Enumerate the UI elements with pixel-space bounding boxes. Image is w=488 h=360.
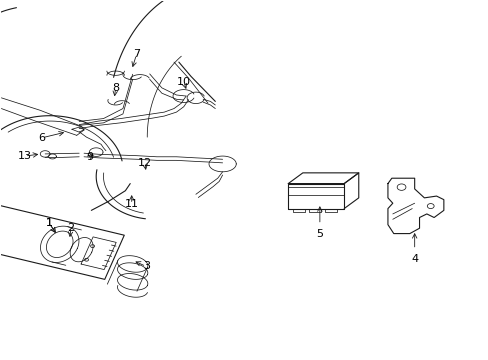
Text: 4: 4 <box>410 254 417 264</box>
Text: 6: 6 <box>38 133 45 143</box>
Text: 12: 12 <box>138 158 152 168</box>
Text: 9: 9 <box>86 152 93 162</box>
Text: 8: 8 <box>112 83 119 93</box>
Text: 7: 7 <box>133 49 140 59</box>
Text: 11: 11 <box>124 199 139 209</box>
Text: 3: 3 <box>142 261 149 271</box>
Text: 1: 1 <box>45 218 52 228</box>
Text: 5: 5 <box>316 229 323 239</box>
Text: 1: 1 <box>45 218 52 228</box>
Text: 10: 10 <box>176 77 190 87</box>
Text: 13: 13 <box>18 151 32 161</box>
Text: 2: 2 <box>67 223 74 233</box>
